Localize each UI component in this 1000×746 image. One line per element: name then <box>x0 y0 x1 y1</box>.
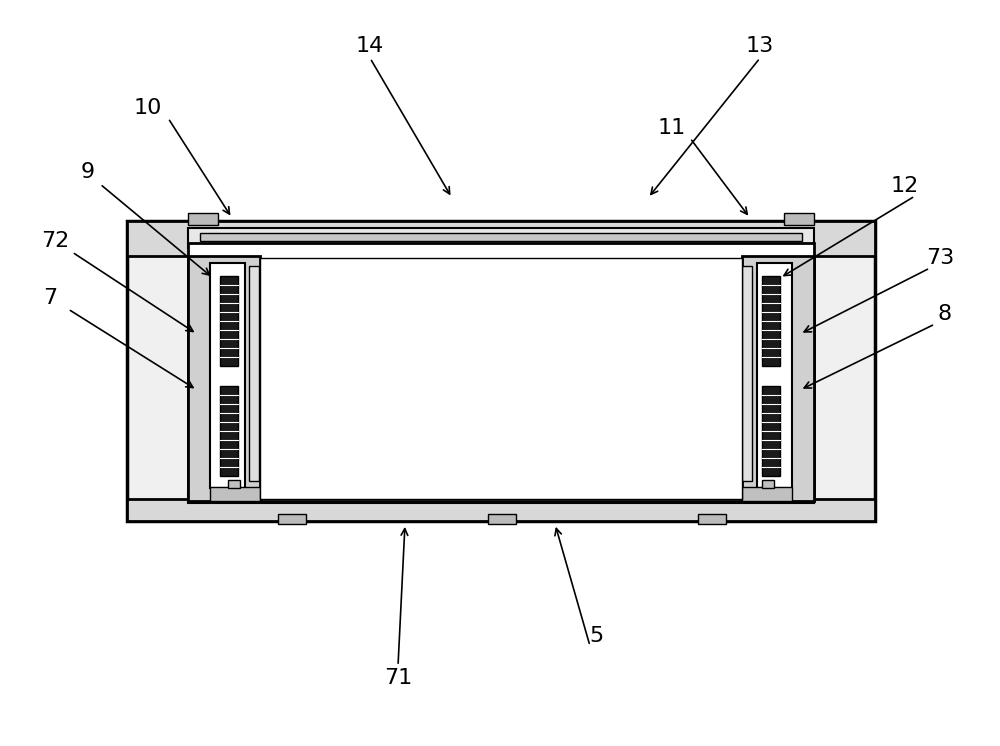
Bar <box>698 514 726 524</box>
Text: 8: 8 <box>938 304 952 324</box>
Text: 13: 13 <box>746 36 774 56</box>
Bar <box>757 263 792 488</box>
Bar <box>188 213 218 225</box>
Bar <box>742 266 752 481</box>
Bar <box>188 256 260 501</box>
Text: 11: 11 <box>658 118 686 138</box>
Text: 10: 10 <box>134 98 162 118</box>
Bar <box>220 386 238 476</box>
Bar <box>762 480 774 488</box>
Bar <box>228 480 240 488</box>
Bar <box>188 491 814 503</box>
Bar <box>488 514 516 524</box>
Bar <box>188 243 814 501</box>
Bar <box>260 258 742 499</box>
Bar <box>278 514 306 524</box>
Bar <box>249 266 259 481</box>
Bar <box>210 263 245 488</box>
Bar <box>127 221 875 521</box>
Bar <box>127 499 875 521</box>
Text: 9: 9 <box>81 162 95 182</box>
Text: 12: 12 <box>891 176 919 196</box>
Text: 14: 14 <box>356 36 384 56</box>
Bar <box>762 386 780 476</box>
Text: 73: 73 <box>926 248 954 268</box>
Bar <box>210 487 260 501</box>
Bar <box>784 213 814 225</box>
Bar <box>762 276 780 366</box>
Bar <box>742 487 792 501</box>
Text: 71: 71 <box>384 668 412 688</box>
Bar <box>127 221 875 256</box>
Text: 5: 5 <box>589 626 603 646</box>
Bar <box>220 276 238 366</box>
Text: 7: 7 <box>43 288 57 308</box>
Bar <box>742 256 814 501</box>
Text: 72: 72 <box>41 231 69 251</box>
Bar <box>200 233 802 241</box>
Bar <box>188 228 814 248</box>
